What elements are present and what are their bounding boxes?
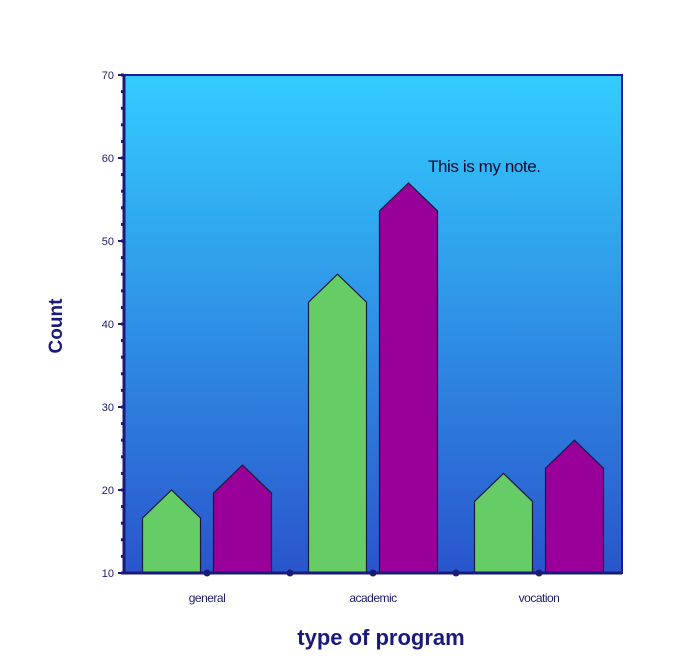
y-tick-label: 60	[102, 153, 114, 165]
y-minor-tick	[121, 189, 124, 193]
y-minor-tick	[121, 538, 124, 542]
axes-layer: 10 20 30 40 50 60 70 general academic vocation	[102, 70, 622, 605]
y-tick-label: 10	[102, 568, 114, 580]
y-minor-tick	[121, 471, 124, 475]
y-tick-label: 50	[102, 236, 114, 248]
x-tick-label-general: general	[189, 591, 226, 605]
y-tick-label: 30	[102, 402, 114, 414]
y-tick-label: 70	[102, 70, 114, 82]
y-minor-tick	[121, 455, 124, 459]
x-tick-label-vocation: vocation	[519, 591, 560, 605]
y-minor-tick	[121, 388, 124, 392]
y-minor-tick	[121, 289, 124, 293]
y-minor-tick	[121, 106, 124, 110]
chart-annotation: This is my note.	[428, 157, 541, 176]
y-axis-title: Count	[46, 298, 67, 354]
y-minor-tick	[121, 521, 124, 525]
bar-vocation-series-2	[544, 439, 605, 574]
x-category-tick	[535, 569, 543, 577]
y-minor-tick	[121, 339, 124, 343]
bar-academic-series-2	[378, 182, 439, 574]
y-minor-tick	[121, 355, 124, 359]
y-minor-tick	[121, 422, 124, 426]
y-minor-tick	[121, 505, 124, 509]
y-minor-tick	[121, 139, 124, 143]
y-minor-tick	[121, 372, 124, 376]
y-minor-tick	[121, 123, 124, 127]
x-group-boundary-tick	[452, 569, 460, 577]
y-minor-tick	[121, 173, 124, 177]
x-tick-label-academic: academic	[349, 591, 397, 605]
x-group-boundary-tick	[286, 569, 294, 577]
y-minor-tick	[121, 90, 124, 94]
bar-academic-series-1	[307, 273, 368, 574]
plot-area	[123, 74, 623, 574]
y-minor-tick	[121, 438, 124, 442]
y-minor-tick	[121, 206, 124, 210]
y-minor-tick	[121, 554, 124, 558]
bars-layer	[141, 182, 605, 574]
x-category-tick	[369, 569, 377, 577]
x-axis-title: type of program	[297, 625, 464, 650]
y-tick-label: 40	[102, 319, 114, 331]
x-category-tick	[203, 569, 211, 577]
y-minor-tick	[121, 272, 124, 276]
y-minor-tick	[121, 222, 124, 226]
y-minor-tick	[121, 256, 124, 260]
y-tick-label: 20	[102, 485, 114, 497]
y-minor-tick	[121, 305, 124, 309]
